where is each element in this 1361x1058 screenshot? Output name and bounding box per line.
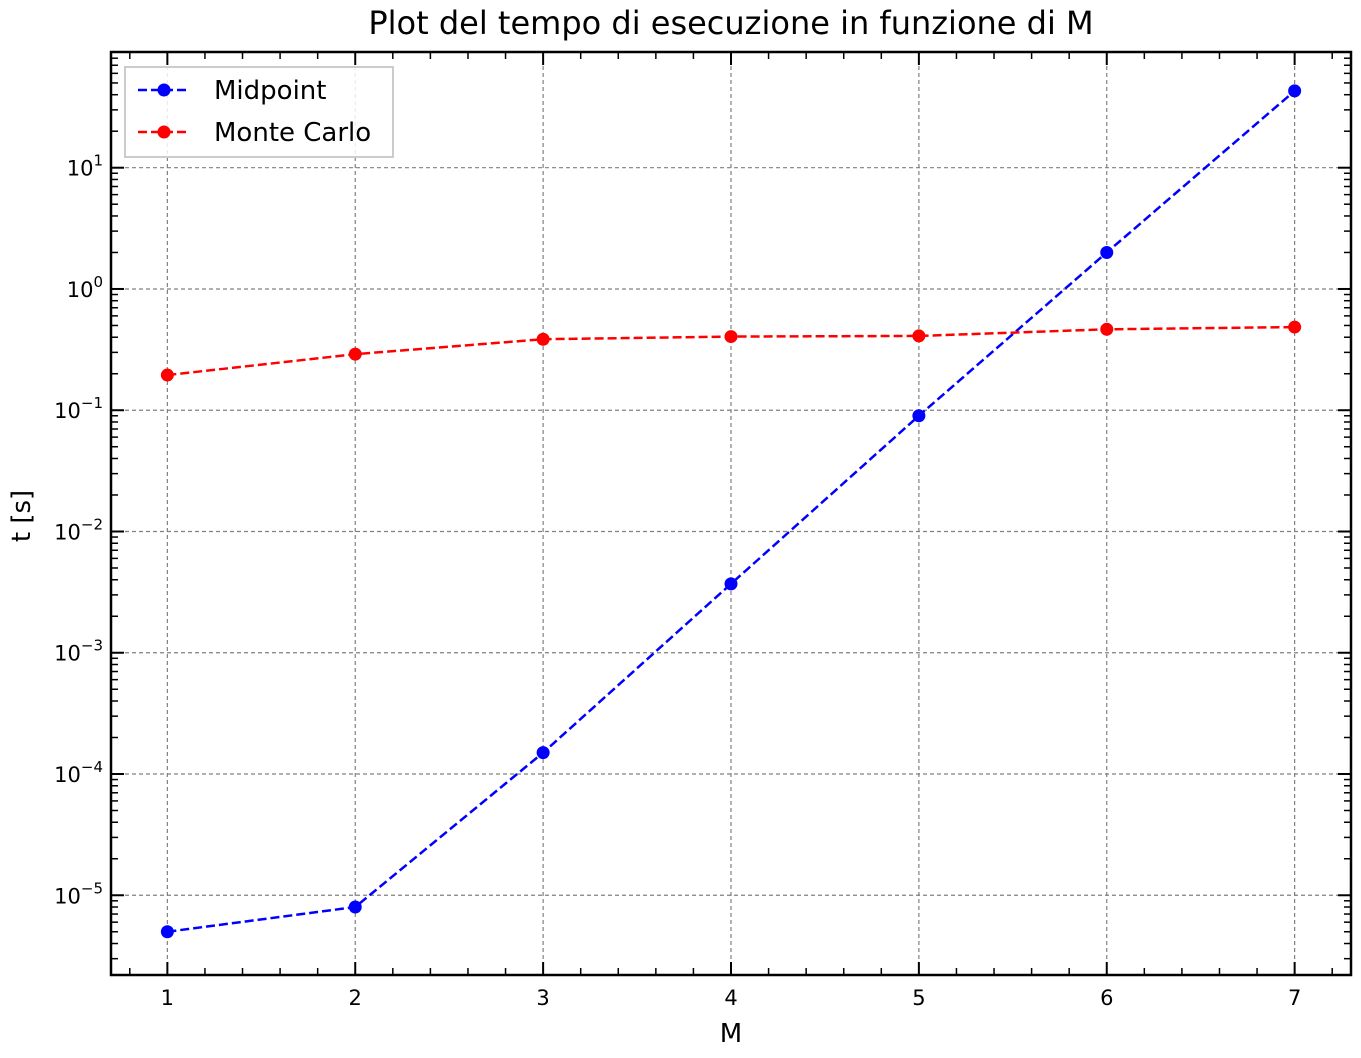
series-line-0 [167,89,1296,934]
x-axis-label: M [720,1019,742,1049]
y-tick-label: 10−2 [54,515,103,544]
data-point [348,900,362,914]
x-tick-label: 6 [1100,986,1113,1010]
grid [111,52,1351,975]
data-point [160,368,174,382]
data-point [536,332,550,346]
x-tick-label: 1 [161,986,174,1010]
legend-label: Midpoint [214,76,326,106]
data-point [724,577,738,591]
x-tick-labels: 1 2 3 4 5 6 7 [161,986,1302,1010]
data-point [1288,320,1302,334]
legend-box [124,66,394,158]
y-tick-label: 101 [67,152,103,181]
data-point [160,925,174,939]
legend-marker [157,83,171,97]
y-tick-label: 10−5 [54,879,103,908]
y-tick-label: 10−3 [54,637,103,666]
data-point [536,746,550,760]
legend-label: Monte Carlo [214,118,371,148]
x-tick-label: 7 [1288,986,1301,1010]
data-point [912,329,926,343]
data-point [724,330,738,344]
plot-frame [109,50,1353,977]
chart-title: Plot del tempo di esecuzione in funzione… [368,4,1093,42]
x-tick-label: 5 [912,986,925,1010]
data-point [912,409,926,423]
legend: Midpoint Monte Carlo [124,66,394,158]
y-tick-label: 10−4 [54,758,103,787]
x-tick-label: 2 [349,986,362,1010]
y-tick-labels: 10−5 10−4 10−3 10−2 10−1 100 101 [54,152,103,909]
y-tick-label: 100 [67,273,103,302]
x-tick-label: 4 [724,986,737,1010]
series-layer [160,84,1302,939]
data-point [1100,322,1114,336]
x-tick-label: 3 [536,986,549,1010]
data-point [348,347,362,361]
y-tick-label: 10−1 [54,394,103,423]
legend-marker [157,125,171,139]
data-point [1100,245,1114,259]
data-point [1288,84,1302,98]
y-axis-label: t [s] [7,490,37,542]
